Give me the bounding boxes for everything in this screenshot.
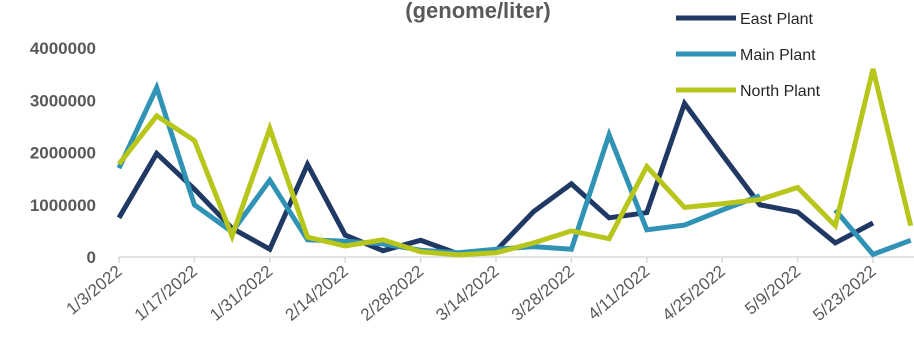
y-tick-label: 3000000	[30, 91, 96, 110]
y-tick-label: 1000000	[30, 196, 96, 215]
series-line-north-plant	[117, 68, 914, 258]
legend-label: Main Plant	[740, 47, 816, 64]
x-tick-label: 1/31/2022	[206, 262, 276, 325]
y-tick-label: 4000000	[30, 39, 96, 58]
x-axis: 1/3/2022 1/17/2022 1/31/2022 2/14/2022 2/28/…	[63, 256, 914, 325]
y-axis: 0 1000000 2000000 3000000 4000000	[30, 39, 96, 267]
x-tick-label: 1/3/2022	[63, 262, 126, 319]
x-tick-label: 4/11/2022	[584, 262, 653, 324]
legend: East Plant Main Plant North Plant	[676, 11, 821, 100]
legend-label: North Plant	[740, 83, 821, 100]
chart-title: (genome/liter)	[405, 0, 550, 23]
x-tick-label: 3/28/2022	[508, 262, 578, 325]
x-tick-label: 4/25/2022	[659, 262, 729, 325]
x-tick-label: 2/28/2022	[357, 262, 427, 325]
x-tick-label: 2/14/2022	[282, 262, 352, 325]
x-tick-label: 1/17/2022	[131, 262, 201, 325]
y-tick-label: 0	[87, 248, 96, 267]
x-tick-label: 5/23/2022	[809, 262, 879, 325]
y-tick-label: 2000000	[30, 144, 96, 163]
x-tick-label: 5/9/2022	[741, 262, 804, 319]
legend-label: East Plant	[740, 11, 813, 28]
series-group	[116, 68, 914, 258]
x-tick-label: 3/14/2022	[432, 262, 502, 325]
